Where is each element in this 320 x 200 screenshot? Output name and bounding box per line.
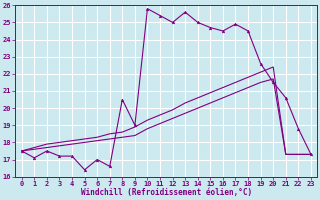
X-axis label: Windchill (Refroidissement éolien,°C): Windchill (Refroidissement éolien,°C): [81, 188, 252, 197]
